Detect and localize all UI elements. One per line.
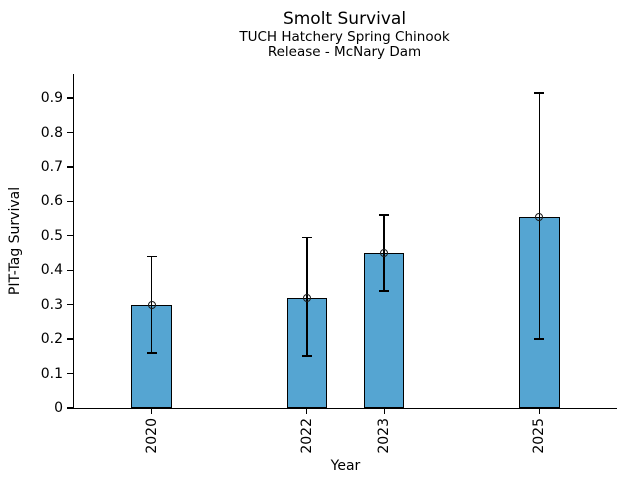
y-tick-mark	[66, 97, 73, 99]
y-tick-label: 0.4	[40, 262, 63, 279]
plot-area: Year 0 0.1 0.2 0.3 0.4 0.5 0.6 0.7 0.8 0.9 2020 202…	[41, 74, 617, 474]
x-tick-label: 2025	[531, 418, 548, 454]
error-bar-cap-bottom	[146, 352, 157, 354]
x-axis-label: Year	[330, 458, 361, 474]
error-bar-cap-bottom	[534, 338, 545, 341]
y-tick-mark	[66, 166, 73, 168]
x-tick-label: 2023	[376, 418, 393, 454]
y-tick-mark	[66, 304, 73, 306]
y-tick-mark	[66, 269, 73, 271]
y-tick-label: 0	[54, 400, 63, 416]
chart-subtitle-line2: Release - McNary Dam	[267, 44, 422, 60]
y-tick-mark	[66, 372, 73, 375]
x-tick-mark	[306, 408, 308, 414]
y-tick-mark	[66, 131, 73, 134]
error-bar-cap-bottom	[301, 355, 312, 358]
x-tick-mark	[150, 408, 153, 414]
point-marker-2022	[302, 293, 311, 302]
error-bar-cap-top	[379, 214, 390, 217]
error-bar-cap-top	[534, 92, 545, 94]
y-tick-label: 0.6	[40, 193, 63, 210]
point-marker-2023	[380, 249, 389, 258]
y-tick-label: 0.2	[40, 331, 63, 348]
y-tick-mark	[66, 407, 73, 409]
error-bar-cap-bottom	[379, 290, 390, 292]
y-tick-mark	[66, 235, 73, 237]
y-tick-label: 0.8	[40, 124, 63, 141]
error-bar-cap-top	[301, 236, 312, 239]
y-tick-label: 0.1	[40, 365, 63, 382]
point-marker-2025	[535, 212, 544, 221]
y-tick-label: 0.7	[40, 158, 63, 175]
y-tick-mark	[66, 200, 73, 203]
x-tick-label: 2022	[298, 418, 315, 454]
y-tick-label: 0.5	[40, 227, 63, 244]
x-tick-mark	[383, 408, 385, 414]
x-tick-mark	[538, 408, 541, 414]
y-tick-label: 0.9	[40, 90, 63, 107]
point-marker-2020	[147, 300, 156, 309]
error-bar-cap-top	[146, 255, 157, 258]
y-tick-mark	[66, 338, 73, 340]
x-tick-label: 2020	[143, 418, 160, 454]
y-tick-label: 0.3	[40, 296, 63, 313]
chart-title: Smolt Survival	[282, 9, 407, 29]
chart-subtitle-line1: TUCH Hatchery Spring Chinook	[239, 29, 450, 45]
